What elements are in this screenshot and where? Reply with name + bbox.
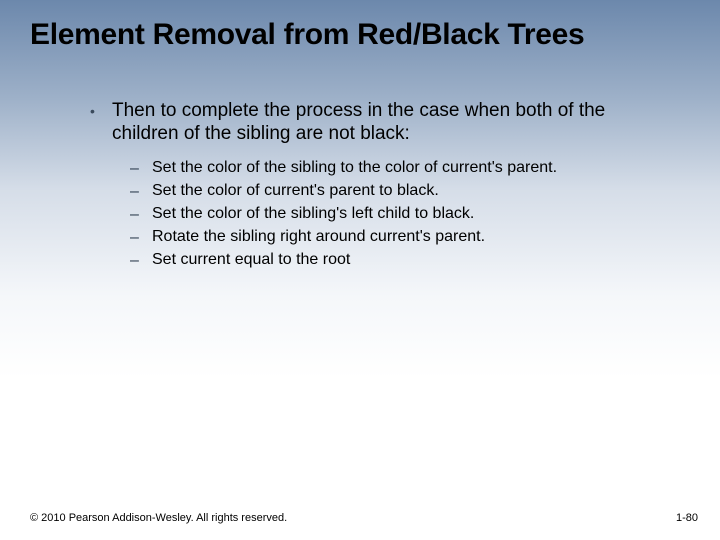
sub-bullet-text: Set the color of current's parent to bla… xyxy=(152,181,439,202)
copyright-text: © 2010 Pearson Addison-Wesley. All right… xyxy=(30,512,287,524)
dash-icon: – xyxy=(130,181,152,202)
dash-icon: – xyxy=(130,227,152,248)
list-item: – Set the color of current's parent to b… xyxy=(130,181,660,202)
content-area: • Then to complete the process in the ca… xyxy=(30,99,690,272)
list-item: – Set current equal to the root xyxy=(130,250,660,271)
list-item: – Set the color of the sibling's left ch… xyxy=(130,204,660,225)
list-item: – Set the color of the sibling to the co… xyxy=(130,158,660,179)
sub-bullet-text: Set current equal to the root xyxy=(152,250,350,271)
bullet-row: • Then to complete the process in the ca… xyxy=(90,99,660,147)
slide-container: Element Removal from Red/Black Trees • T… xyxy=(0,0,720,540)
list-item: – Rotate the sibling right around curren… xyxy=(130,227,660,248)
dash-icon: – xyxy=(130,158,152,179)
sub-bullet-text: Set the color of the sibling to the colo… xyxy=(152,158,557,179)
bullet-text: Then to complete the process in the case… xyxy=(112,99,660,147)
page-number: 1-80 xyxy=(676,512,698,524)
dash-icon: – xyxy=(130,250,152,271)
sub-bullet-text: Rotate the sibling right around current'… xyxy=(152,227,485,248)
sub-bullet-text: Set the color of the sibling's left chil… xyxy=(152,204,474,225)
bullet-marker: • xyxy=(90,99,112,123)
sub-bullet-list: – Set the color of the sibling to the co… xyxy=(90,158,660,271)
slide-title: Element Removal from Red/Black Trees xyxy=(30,18,690,53)
dash-icon: – xyxy=(130,204,152,225)
